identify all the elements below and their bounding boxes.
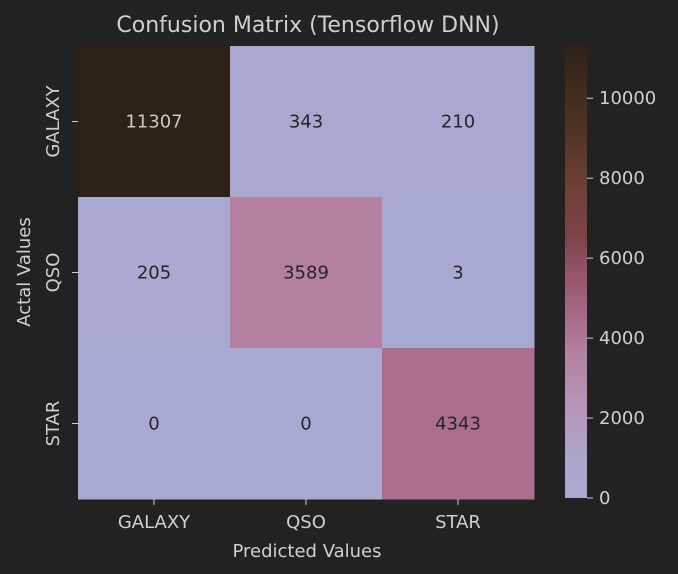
colorbar-tick-label: 8000 — [599, 168, 645, 189]
heatmap-cell — [230, 348, 383, 500]
x-tick-labels: GALAXY QSO STAR — [118, 499, 481, 533]
heatmap-cells — [78, 46, 535, 500]
x-axis-label: Predicted Values — [232, 541, 381, 562]
cell-value-label: 0 — [148, 414, 159, 435]
cell-value-label: 210 — [441, 112, 475, 133]
heatmap-cell — [78, 197, 231, 349]
cell-value-label: 343 — [289, 112, 323, 133]
colorbar-tick-label: 0 — [599, 488, 610, 509]
heatmap-cell — [78, 46, 231, 198]
chart-title: Confusion Matrix (Tensorflow DNN) — [116, 13, 499, 38]
cell-value-label: 3589 — [283, 263, 329, 284]
colorbar-ticks: 0 2000 4000 6000 8000 10000 — [587, 88, 656, 509]
heatmap-cell — [382, 46, 535, 198]
x-tick-label: QSO — [286, 512, 326, 533]
y-tick-label: QSO — [43, 253, 64, 293]
cell-value-label: 0 — [300, 414, 311, 435]
cell-value-label: 205 — [137, 263, 171, 284]
y-axis-label: Actal Values — [14, 217, 35, 327]
y-tick-labels: GALAXY QSO STAR — [43, 84, 78, 446]
colorbar-tick-label: 6000 — [599, 248, 645, 269]
colorbar-tick-label: 4000 — [599, 328, 645, 349]
colorbar-tick-label: 2000 — [599, 408, 645, 429]
heatmap-cell — [230, 197, 383, 349]
heatmap-cell — [382, 348, 535, 500]
cell-value-label: 11307 — [125, 112, 182, 133]
colorbar — [565, 46, 587, 498]
cell-value-label: 4343 — [435, 414, 481, 435]
x-tick-label: STAR — [435, 512, 481, 533]
x-tick-label: GALAXY — [118, 512, 191, 533]
cell-value-label: 3 — [452, 263, 463, 284]
heatmap-cell — [382, 197, 535, 349]
y-tick-label: STAR — [43, 401, 64, 447]
heatmap-cell — [78, 348, 231, 500]
heatmap-cell — [230, 46, 383, 198]
colorbar-tick-label: 10000 — [599, 88, 656, 109]
cell-labels: 11307 343 210 205 3589 3 0 0 4343 — [125, 112, 481, 435]
y-tick-label: GALAXY — [43, 84, 64, 157]
